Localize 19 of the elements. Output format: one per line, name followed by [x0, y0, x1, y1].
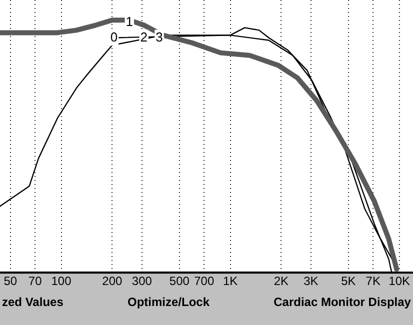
annotation: 2	[140, 29, 148, 44]
x-tick-label: 500	[169, 274, 190, 288]
annotation: 1	[126, 14, 134, 30]
x-tick-label: 50	[4, 274, 18, 288]
x-tick-label: 70	[28, 274, 42, 288]
text: zed Values	[2, 295, 64, 309]
x-tick-label: 2K	[274, 274, 289, 288]
x-tick-label: 1K	[222, 274, 238, 288]
x-tick-label: 100	[51, 274, 72, 288]
x-tick-label: 5K	[341, 274, 356, 288]
text: Optimize/Lock	[127, 295, 210, 309]
text: Cardiac Monitor Display	[274, 295, 411, 309]
x-tick-label: 200	[102, 274, 122, 288]
x-tick-label: 7K	[366, 274, 380, 288]
annotation: 3	[156, 29, 163, 44]
x-tick-label: 3K	[304, 274, 318, 288]
x-tick-label: 300	[132, 274, 152, 288]
x-tick-label: 10K	[388, 274, 410, 288]
x-tick-label: 700	[194, 274, 214, 288]
